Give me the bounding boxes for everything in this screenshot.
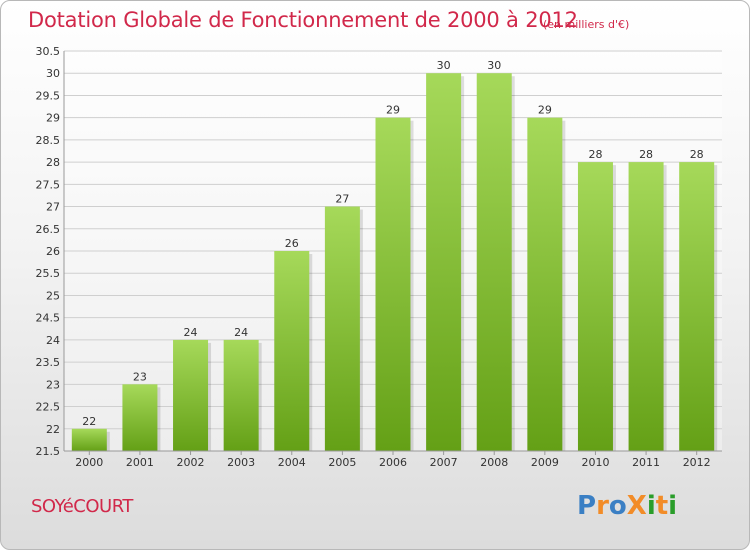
bar [527,117,563,452]
bar [122,384,158,451]
y-tick-label: 24 [46,334,60,347]
y-tick-label: 30 [46,67,60,80]
bar [577,162,613,451]
logo-letter: i [668,491,678,521]
bar [426,73,462,451]
y-tick-label: 21.5 [36,445,61,458]
x-tick-label: 2008 [480,456,508,469]
chart-subtitle: (en milliers d'€) [543,18,630,31]
logo-letter: i [646,491,656,521]
y-tick-label: 25 [46,289,60,302]
bar [679,162,715,451]
bar-value-label: 28 [639,148,653,161]
x-tick-label: 2011 [632,456,660,469]
y-tick-label: 24.5 [36,312,61,325]
logo-letter: P [577,491,597,521]
bar-value-label: 27 [335,193,349,206]
x-tick-label: 2004 [278,456,306,469]
x-tick-label: 2000 [75,456,103,469]
logo-letter: t [655,491,669,521]
bar [476,73,512,451]
x-tick-label: 2003 [227,456,255,469]
y-tick-label: 23.5 [36,356,61,369]
x-tick-label: 2010 [581,456,609,469]
y-tick-label: 22 [46,423,60,436]
y-tick-label: 29 [46,112,60,125]
bar [324,206,360,451]
y-tick-label: 28.5 [36,134,61,147]
proxiti-logo: ProXiti [577,491,677,521]
logo-letter: o [608,491,627,521]
y-tick-label: 29.5 [36,89,61,102]
y-tick-label: 22.5 [36,401,61,414]
bar-value-label: 22 [82,415,96,428]
bar [274,251,310,451]
x-tick-label: 2007 [430,456,458,469]
bar-value-label: 30 [487,59,501,72]
y-tick-label: 27.5 [36,178,61,191]
bar-value-label: 24 [234,326,248,339]
bar [71,428,107,451]
bar-value-label: 23 [133,370,147,383]
x-tick-label: 2006 [379,456,407,469]
x-tick-label: 2012 [683,456,711,469]
x-tick-label: 2001 [126,456,154,469]
x-tick-label: 2009 [531,456,559,469]
commune-name: SOYéCOURT [31,496,133,517]
bar [173,339,209,451]
bar-value-label: 28 [690,148,704,161]
y-tick-label: 26.5 [36,223,61,236]
bar [223,339,259,451]
bar-value-label: 29 [386,104,400,117]
bar-value-label: 28 [588,148,602,161]
y-tick-label: 25.5 [36,267,61,280]
y-tick-label: 23 [46,378,60,391]
bar-value-label: 30 [437,59,451,72]
x-tick-label: 2002 [177,456,205,469]
chart-title: Dotation Globale de Fonctionnement de 20… [28,8,578,32]
bar-value-label: 29 [538,104,552,117]
logo-letter: r [596,491,609,521]
bar-value-label: 24 [184,326,198,339]
x-tick-label: 2005 [328,456,356,469]
bar [375,117,411,452]
y-tick-label: 30.5 [36,45,61,58]
bar-value-label: 26 [285,237,299,250]
y-tick-label: 27 [46,201,60,214]
y-tick-label: 28 [46,156,60,169]
logo-letter: X [626,491,647,521]
bar [628,162,664,451]
y-tick-label: 26 [46,245,60,258]
